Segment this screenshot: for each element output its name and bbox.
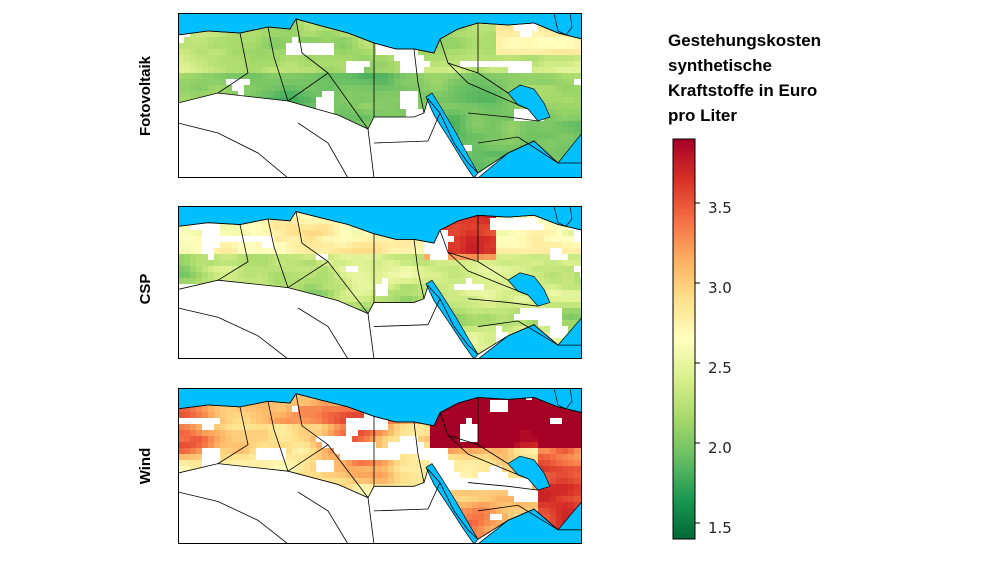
map-frame bbox=[178, 206, 582, 359]
country-border bbox=[368, 498, 374, 544]
country-border bbox=[268, 27, 288, 101]
country-border bbox=[374, 325, 428, 327]
country-border bbox=[428, 113, 440, 141]
panel-label-pv: Fotovoltaik bbox=[137, 56, 154, 137]
caspian-sea bbox=[554, 206, 572, 226]
colorbar bbox=[672, 138, 702, 547]
country-border bbox=[468, 299, 538, 306]
country-border bbox=[478, 137, 558, 163]
country-border bbox=[478, 505, 558, 530]
legend-title-line: Gestehungskosten bbox=[668, 31, 822, 50]
country-border bbox=[428, 483, 440, 509]
country-border bbox=[178, 308, 288, 359]
legend-title: Gestehungskosten synthetische Kraftstoff… bbox=[668, 28, 868, 128]
country-border bbox=[218, 225, 248, 281]
map-frame bbox=[178, 388, 582, 544]
legend-title-line: Kraftstoffe in Euro bbox=[668, 81, 818, 100]
colorbar-gradient bbox=[672, 138, 696, 540]
country-border bbox=[368, 314, 374, 359]
country-border bbox=[218, 33, 248, 93]
country-border bbox=[414, 49, 424, 113]
country-border bbox=[178, 492, 288, 544]
country-border bbox=[268, 219, 288, 288]
colorbar-tick-label: 1.5 bbox=[708, 519, 732, 537]
country-border bbox=[374, 509, 428, 511]
map-frame bbox=[178, 13, 582, 178]
colorbar-tick-label: 3.0 bbox=[708, 279, 732, 297]
coastline bbox=[178, 212, 582, 355]
colorbar-tick-label: 3.5 bbox=[708, 199, 732, 217]
colorbar-tick-label: 2.5 bbox=[708, 359, 732, 377]
country-border bbox=[298, 308, 348, 359]
country-border bbox=[414, 422, 424, 483]
country-border bbox=[368, 129, 374, 178]
country-border bbox=[428, 299, 440, 325]
panel-label-csp: CSP bbox=[137, 273, 154, 305]
country-border bbox=[440, 413, 508, 464]
map-wind bbox=[178, 388, 582, 544]
colorbar-svg bbox=[672, 138, 700, 540]
country-border bbox=[296, 19, 328, 73]
country-border bbox=[448, 63, 528, 109]
country-border bbox=[478, 321, 558, 345]
country-border bbox=[296, 394, 328, 445]
country-border bbox=[268, 401, 288, 471]
panel-label-wind: Wind bbox=[137, 447, 154, 485]
country-border bbox=[448, 435, 528, 478]
map-pv bbox=[178, 13, 582, 178]
country-border bbox=[468, 483, 538, 491]
country-border bbox=[448, 252, 528, 295]
country-border bbox=[414, 239, 424, 298]
country-border bbox=[440, 39, 508, 93]
map-csp bbox=[178, 206, 582, 359]
country-border bbox=[374, 141, 428, 143]
map-panel-wind bbox=[178, 388, 582, 544]
map-panel-pv bbox=[178, 13, 582, 178]
colorbar-tick-label: 2.0 bbox=[708, 439, 732, 457]
country-border bbox=[440, 230, 508, 280]
caspian-sea bbox=[554, 388, 572, 409]
map-panel-csp bbox=[178, 206, 582, 359]
country-border bbox=[298, 123, 348, 178]
country-border bbox=[468, 113, 538, 121]
country-border bbox=[178, 123, 288, 178]
caspian-sea bbox=[554, 13, 572, 35]
country-border bbox=[218, 407, 248, 464]
country-border bbox=[296, 212, 328, 262]
legend-title-line: synthetische bbox=[668, 56, 772, 75]
country-border bbox=[298, 492, 348, 544]
legend-title-line: pro Liter bbox=[668, 106, 737, 125]
